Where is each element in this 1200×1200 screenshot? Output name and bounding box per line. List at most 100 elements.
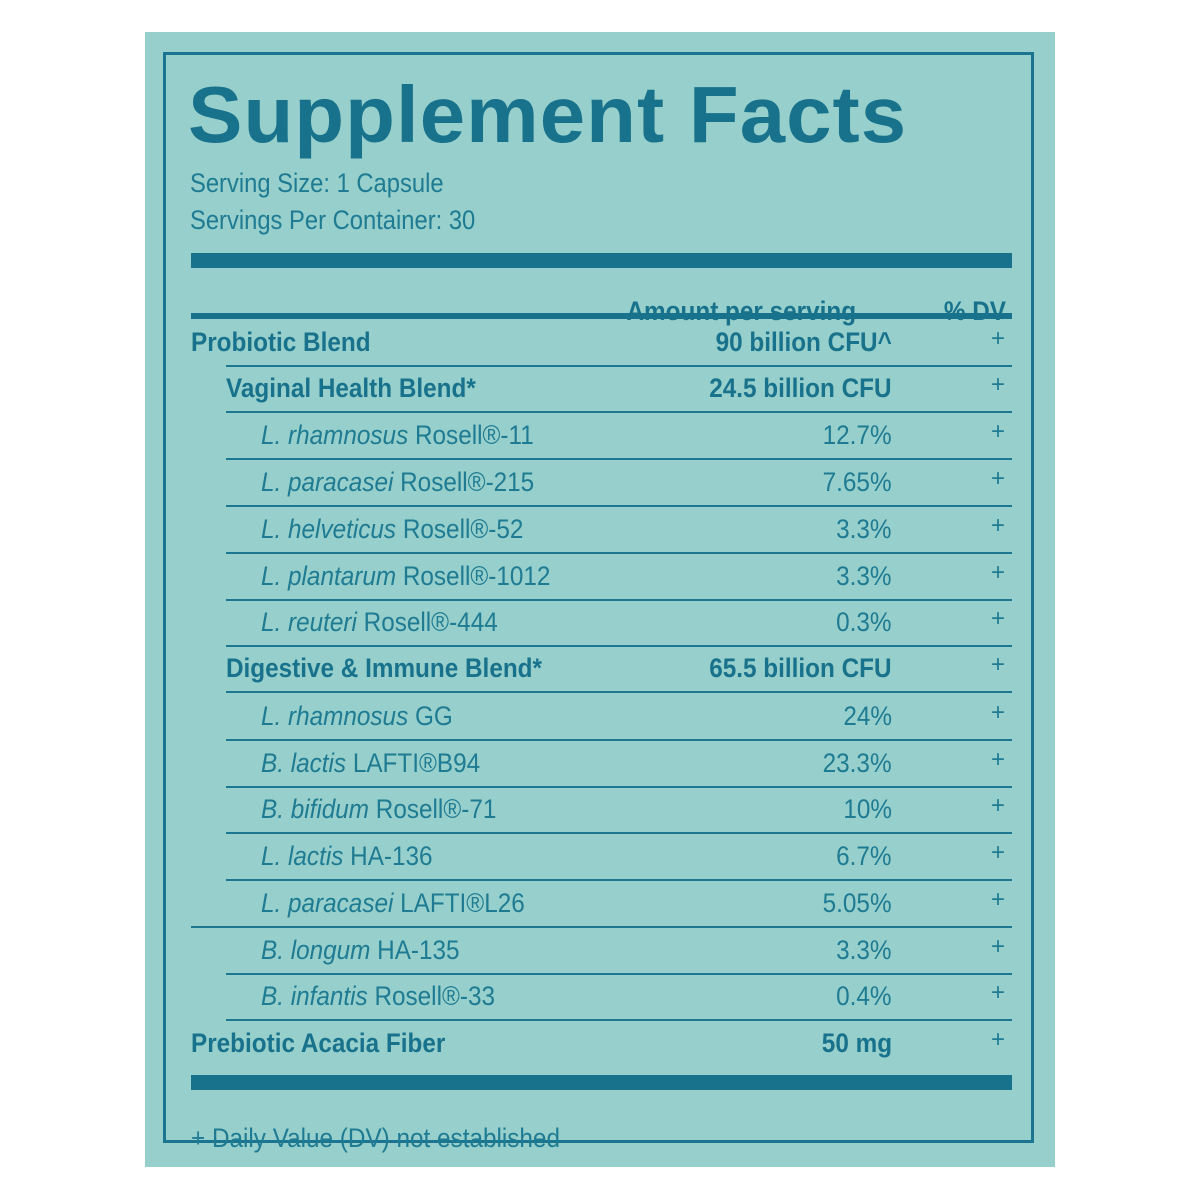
table-row: L. plantarum Rosell®-1012 3.3% + bbox=[166, 555, 1037, 601]
row-divider bbox=[226, 411, 1012, 413]
table-row: L. rhamnosus GG 24% + bbox=[166, 695, 1037, 741]
table-row: L. paracasei Rosell®-215 7.65% + bbox=[166, 461, 1037, 507]
species-name: L. rhamnosus bbox=[261, 420, 409, 450]
strain-name: Rosell®-52 bbox=[396, 514, 524, 544]
row-divider bbox=[226, 832, 1012, 834]
strain-name: Rosell®-71 bbox=[369, 794, 497, 824]
dv-value: + bbox=[990, 605, 1005, 632]
strain-name: LAFTI®L26 bbox=[393, 888, 525, 918]
servings-per-container: Servings Per Container: 30 bbox=[190, 205, 476, 235]
table-row: Digestive & Immune Blend* 65.5 billion C… bbox=[166, 647, 1037, 693]
ingredient-name: B. infantis Rosell®-33 bbox=[261, 983, 495, 1010]
ingredient-amount: 7.65% bbox=[823, 467, 892, 497]
dv-value: + bbox=[990, 465, 1005, 492]
row-divider bbox=[226, 691, 1012, 693]
row-divider bbox=[226, 599, 1012, 601]
row-divider bbox=[191, 926, 1012, 928]
supplement-facts-panel: Supplement Facts Serving Size: 1 Capsule… bbox=[145, 32, 1055, 1167]
supplement-facts-frame: Supplement Facts Serving Size: 1 Capsule… bbox=[163, 52, 1037, 1152]
header-rule bbox=[191, 313, 1012, 319]
strain-name: GG bbox=[408, 701, 453, 731]
table-row: B. bifidum Rosell®-71 10% + bbox=[166, 788, 1037, 834]
row-divider bbox=[226, 505, 1012, 507]
species-name: B. bifidum bbox=[261, 794, 370, 824]
strain-name: Rosell®-11 bbox=[408, 420, 534, 450]
row-divider bbox=[226, 365, 1012, 367]
ingredient-amount: 23.3% bbox=[823, 748, 892, 778]
row-divider bbox=[226, 645, 1012, 647]
ingredient-amount: 0.3% bbox=[836, 607, 892, 637]
ingredient-amount: 24.5 billion CFU bbox=[709, 373, 892, 403]
ingredient-amount: 90 billion CFU^ bbox=[715, 327, 892, 357]
dv-value: + bbox=[990, 746, 1005, 773]
table-row: Probiotic Blend 90 billion CFU^ + bbox=[166, 321, 1037, 367]
strain-name: Rosell®-215 bbox=[393, 467, 535, 497]
dv-value: + bbox=[990, 699, 1005, 726]
species-name: B. longum bbox=[261, 935, 371, 965]
thick-divider-bottom bbox=[191, 1075, 1012, 1090]
ingredient-name: Prebiotic Acacia Fiber bbox=[191, 1028, 446, 1058]
species-name: L. rhamnosus bbox=[261, 701, 409, 731]
strain-name: LAFTI®B94 bbox=[346, 748, 481, 778]
ingredient-name: L. rhamnosus Rosell®-11 bbox=[261, 422, 534, 449]
strain-name: HA-136 bbox=[343, 841, 433, 871]
ingredient-amount: 65.5 billion CFU bbox=[709, 653, 892, 683]
ingredient-amount: 5.05% bbox=[823, 888, 892, 918]
dv-value: + bbox=[990, 886, 1005, 913]
dv-value: + bbox=[990, 839, 1005, 866]
dv-value: + bbox=[990, 979, 1005, 1006]
ingredient-name: B. bifidum Rosell®-71 bbox=[261, 796, 496, 823]
ingredient-name: L. reuteri Rosell®-444 bbox=[261, 609, 498, 636]
species-name: L. plantarum bbox=[261, 561, 397, 591]
ingredient-name: L. rhamnosus GG bbox=[261, 703, 453, 730]
ingredient-name: Probiotic Blend bbox=[191, 327, 371, 357]
species-name: L. paracasei bbox=[261, 467, 394, 497]
ingredient-amount: 0.4% bbox=[836, 981, 892, 1011]
dv-value: + bbox=[990, 559, 1005, 586]
table-row: L. reuteri Rosell®-444 0.3% + bbox=[166, 601, 1037, 647]
ingredient-name: Vaginal Health Blend* bbox=[226, 373, 476, 403]
ingredient-name: L. helveticus Rosell®-52 bbox=[261, 516, 523, 543]
dv-value: + bbox=[990, 933, 1005, 960]
row-divider bbox=[226, 973, 1012, 975]
ingredient-amount: 3.3% bbox=[836, 514, 892, 544]
species-name: L. lactis bbox=[261, 841, 344, 871]
row-divider bbox=[226, 786, 1012, 788]
row-divider bbox=[226, 879, 1012, 881]
thick-divider-top bbox=[191, 253, 1012, 268]
ingredient-amount: 6.7% bbox=[836, 841, 892, 871]
page-title: Supplement Facts bbox=[188, 70, 908, 159]
species-name: L. helveticus bbox=[261, 514, 397, 544]
ingredient-name: L. paracasei Rosell®-215 bbox=[261, 469, 534, 496]
ingredient-amount: 24% bbox=[843, 701, 892, 731]
ingredient-amount: 10% bbox=[843, 794, 892, 824]
dv-value: + bbox=[990, 651, 1005, 678]
row-divider bbox=[226, 1019, 1012, 1021]
table-row: B. longum HA-135 3.3% + bbox=[166, 929, 1037, 975]
strain-name: Rosell®-1012 bbox=[396, 561, 551, 591]
ingredient-amount: 3.3% bbox=[836, 935, 892, 965]
row-divider bbox=[226, 552, 1012, 554]
table-row: B. infantis Rosell®-33 0.4% + bbox=[166, 975, 1037, 1021]
ingredient-name: Digestive & Immune Blend* bbox=[226, 653, 542, 683]
ingredient-name: L. paracasei LAFTI®L26 bbox=[261, 890, 525, 917]
dv-header: % DV bbox=[943, 296, 1006, 326]
strain-name: HA-135 bbox=[370, 935, 460, 965]
ingredient-name: B. lactis LAFTI®B94 bbox=[261, 750, 480, 777]
strain-name: Rosell®-444 bbox=[356, 607, 498, 637]
ingredient-amount: 12.7% bbox=[823, 420, 892, 450]
dv-value: + bbox=[990, 418, 1005, 445]
ingredient-amount: 3.3% bbox=[836, 561, 892, 591]
ingredient-name: L. plantarum Rosell®-1012 bbox=[261, 563, 550, 590]
dv-value: + bbox=[990, 325, 1005, 352]
table-row: L. helveticus Rosell®-52 3.3% + bbox=[166, 508, 1037, 554]
table-row: Prebiotic Acacia Fiber 50 mg + bbox=[166, 1022, 1037, 1068]
footnote: + Daily Value (DV) not established bbox=[191, 1123, 560, 1153]
dv-value: + bbox=[990, 1026, 1005, 1053]
row-divider bbox=[226, 739, 1012, 741]
amount-per-serving-header: Amount per serving bbox=[626, 296, 856, 326]
species-name: B. infantis bbox=[261, 981, 368, 1011]
dv-value: + bbox=[990, 512, 1005, 539]
dv-value: + bbox=[990, 371, 1005, 398]
ingredient-name: B. longum HA-135 bbox=[261, 937, 460, 964]
